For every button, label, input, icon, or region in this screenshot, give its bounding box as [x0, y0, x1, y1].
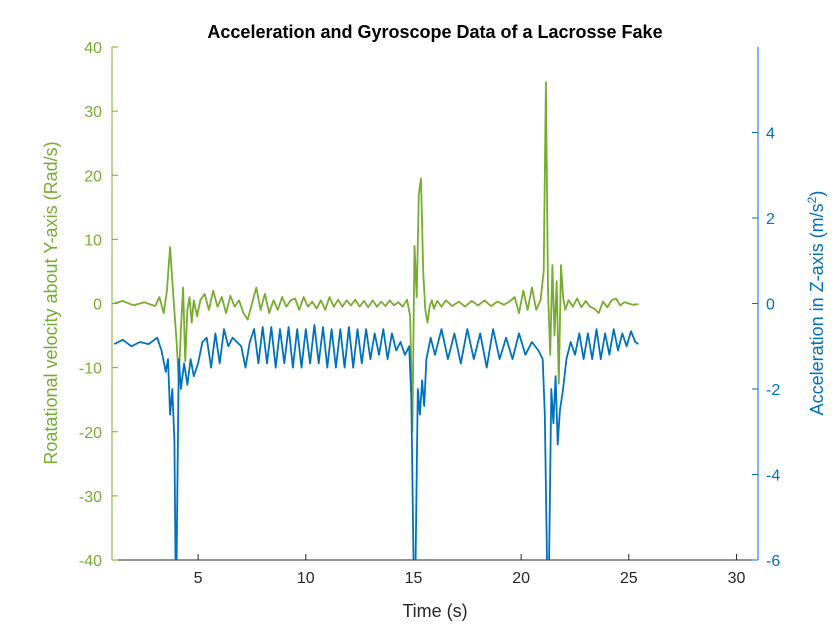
right-axis-label-prefix: Acceleration in Z-axis (m/s [807, 203, 827, 415]
right-tick-label: -6 [766, 553, 780, 570]
gyroscope-series-line [113, 81, 639, 433]
left-axis-label: Roatational velocity about Y-axis (Rad/s… [41, 141, 61, 464]
left-tick-label: -10 [79, 361, 102, 378]
x-tick-label: 5 [194, 570, 203, 587]
right-axis-label-suffix: ) [807, 191, 827, 197]
tick-labels: 5 10 15 20 25 30-40-30-20-10010203040-6-4-202… [79, 40, 780, 587]
x-tick-label: 20 [512, 570, 530, 587]
chart-title: Acceleration and Gyroscope Data of a Lac… [207, 22, 662, 42]
left-tick-label: -30 [79, 489, 102, 506]
axes-frame [111, 46, 759, 561]
right-axis-label: Acceleration in Z-axis (m/s2) [805, 191, 827, 416]
left-tick-label: 40 [84, 40, 102, 57]
x-tick-label: 10 [297, 570, 315, 587]
left-tick-label: 0 [93, 297, 102, 314]
left-tick-label: 10 [84, 232, 102, 249]
left-tick-label: -20 [79, 425, 102, 442]
right-tick-label: -4 [766, 468, 780, 485]
left-tick-label: 30 [84, 104, 102, 121]
acceleration-series-line [113, 323, 639, 560]
right-tick-label: 0 [766, 297, 775, 314]
left-tick-label: 20 [84, 168, 102, 185]
x-tick-label: 30 [728, 570, 746, 587]
x-tick-label: 15 [405, 570, 423, 587]
right-tick-label: 2 [766, 211, 775, 228]
left-tick-label: -40 [79, 553, 102, 570]
x-axis-label: Time (s) [402, 601, 467, 621]
right-tick-label: 4 [766, 126, 775, 143]
x-tick-label: 25 [620, 570, 638, 587]
series-area [113, 81, 639, 560]
right-axis-label-exponent: 2 [805, 196, 819, 203]
right-tick-label: -2 [766, 382, 780, 399]
